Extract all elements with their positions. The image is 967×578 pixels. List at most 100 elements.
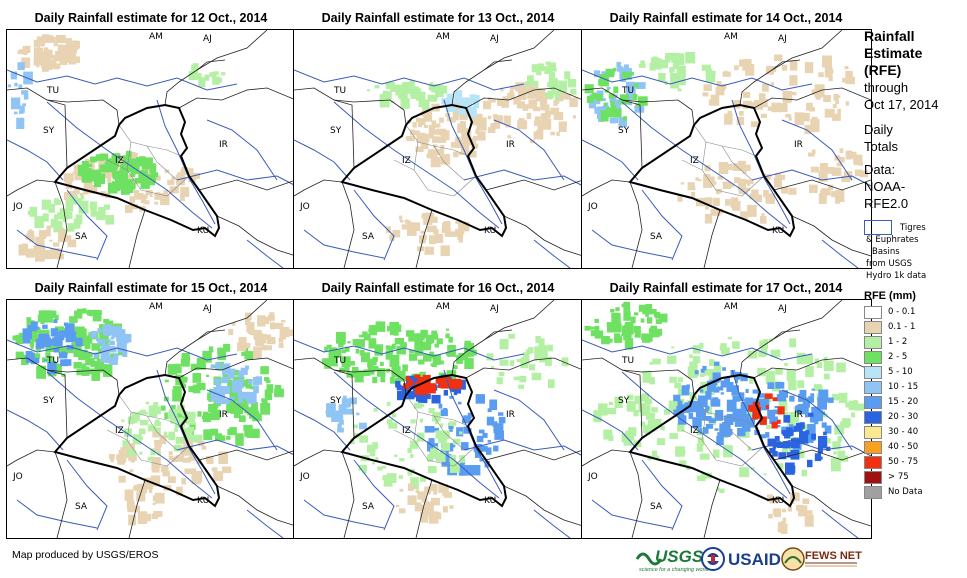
country-label-sa: SA <box>362 502 375 512</box>
country-label-iz: IZ <box>115 156 124 166</box>
country-label-jo: JO <box>588 472 598 482</box>
basin-line-3: Basins <box>872 247 900 257</box>
basin-line-5: Hydro 1k data <box>866 271 927 281</box>
legend-label: 0.1 - 1 <box>888 322 916 332</box>
rainfall-map: AM AJ TU SY IZ IR JO SA KU <box>581 299 872 539</box>
panel-title: Daily Rainfall estimate for 12 Oct., 201… <box>34 11 268 25</box>
country-label-sa: SA <box>650 502 663 512</box>
sidebar-title-1: Rainfall <box>864 28 915 44</box>
rainfall-map: AM AJ TU SY IZ IR JO SA KU <box>293 299 584 539</box>
country-label-tu: TU <box>622 86 635 96</box>
sidebar-data-label: Data: <box>864 162 896 177</box>
sidebar-data-src1: NOAA- <box>864 179 906 194</box>
legend-swatch <box>864 321 882 334</box>
country-label-sa: SA <box>75 232 88 242</box>
legend-item: 20 - 30 <box>864 410 964 425</box>
legend-label: 40 - 50 <box>888 442 919 452</box>
sidebar-data-src2: RFE2.0 <box>864 196 909 211</box>
usaid-text: USAID <box>728 550 781 569</box>
rainfall-map: AM AJ TU SY IZ IR JO SA KU <box>6 299 297 539</box>
country-label-iz: IZ <box>402 426 411 436</box>
legend-swatch <box>864 411 882 424</box>
country-label-ir: IR <box>506 410 515 420</box>
country-label-sy: SY <box>618 396 630 406</box>
legend-label: 10 - 15 <box>888 382 919 392</box>
country-label-ku: KU <box>772 226 785 236</box>
logo-strip: USGS science for a changing world USAID … <box>635 545 965 573</box>
country-label-jo: JO <box>300 202 310 212</box>
country-label-aj: AJ <box>778 34 787 44</box>
country-label-ir: IR <box>794 140 803 150</box>
country-label-sa: SA <box>650 232 663 242</box>
legend-swatch <box>864 306 882 319</box>
legend-swatch <box>864 426 882 439</box>
country-label-am: AM <box>149 302 163 312</box>
panel-title: Daily Rainfall estimate for 17 Oct., 201… <box>609 281 843 295</box>
country-label-iz: IZ <box>402 156 411 166</box>
rainfall-map: AM AJ TU SY IZ IR JO SA KU <box>293 29 584 269</box>
usaid-seal-icon <box>701 547 725 571</box>
legend-label: 0 - 0.1 <box>888 307 916 317</box>
country-label-ku: KU <box>197 226 210 236</box>
legend-item: 1 - 2 <box>864 335 964 350</box>
country-label-aj: AJ <box>203 304 212 314</box>
legend-item: 40 - 50 <box>864 440 964 455</box>
country-label-sy: SY <box>618 126 630 136</box>
country-label-tu: TU <box>47 86 60 96</box>
map-panel-17-oct: Daily Rainfall estimate for 17 Oct., 201… <box>581 278 872 539</box>
legend-item: 0.1 - 1 <box>864 320 964 335</box>
map-panel-15-oct: Daily Rainfall estimate for 15 Oct., 201… <box>6 278 297 539</box>
legend-sidebar: Rainfall Estimate (RFE) through Oct 17, … <box>864 28 964 500</box>
legend-label: 30 - 40 <box>888 427 919 437</box>
legend-label: 1 - 2 <box>888 337 908 347</box>
map-panel-12-oct: Daily Rainfall estimate for 12 Oct., 201… <box>6 8 297 269</box>
country-label-jo: JO <box>588 202 598 212</box>
country-label-tu: TU <box>47 356 60 366</box>
map-panel-14-oct: Daily Rainfall estimate for 14 Oct., 201… <box>581 8 872 269</box>
country-label-aj: AJ <box>490 304 499 314</box>
legend-item: No Data <box>864 485 964 500</box>
country-label-ku: KU <box>484 496 497 506</box>
map-panel-13-oct: Daily Rainfall estimate for 13 Oct., 201… <box>293 8 584 269</box>
country-label-jo: JO <box>13 202 23 212</box>
legend-swatch <box>864 366 882 379</box>
country-label-aj: AJ <box>203 34 212 44</box>
country-label-am: AM <box>724 32 738 42</box>
country-label-iz: IZ <box>690 156 699 166</box>
legend-item: 50 - 75 <box>864 455 964 470</box>
legend-label: 20 - 30 <box>888 412 919 422</box>
legend-item: 5 - 10 <box>864 365 964 380</box>
sidebar-title-3: (RFE) <box>864 62 902 78</box>
country-label-sa: SA <box>75 502 88 512</box>
country-label-ir: IR <box>794 410 803 420</box>
footer-credit: Map produced by USGS/EROS <box>12 549 159 561</box>
country-label-jo: JO <box>13 472 23 482</box>
sidebar-date: Oct 17, 2014 <box>864 97 939 112</box>
legend-swatch <box>864 336 882 349</box>
usgs-logo: USGS science for a changing world <box>635 547 710 573</box>
map-panel-16-oct: Daily Rainfall estimate for 16 Oct., 201… <box>293 278 584 539</box>
country-label-tu: TU <box>334 356 347 366</box>
country-label-tu: TU <box>334 86 347 96</box>
country-label-ku: KU <box>772 496 785 506</box>
legend-item: > 75 <box>864 470 964 485</box>
basin-line-2: & Euphrates <box>866 235 919 245</box>
country-label-sy: SY <box>330 396 342 406</box>
country-label-aj: AJ <box>490 34 499 44</box>
legend-label: No Data <box>888 487 923 497</box>
basin-outline-swatch <box>864 220 892 235</box>
basin-legend: Tigres & Euphrates Basins from USGS Hydr… <box>864 220 964 286</box>
country-label-sa: SA <box>362 232 375 242</box>
sidebar-daily: Daily <box>864 122 893 137</box>
sidebar-through: through <box>864 80 909 95</box>
fews-text: FEWS NET <box>805 550 862 562</box>
sidebar-title-2: Estimate <box>864 45 923 61</box>
legend-item: 10 - 15 <box>864 380 964 395</box>
legend-swatch <box>864 351 882 364</box>
legend-item: 0 - 0.1 <box>864 305 964 320</box>
rfe-legend: 0 - 0.1 0.1 - 1 1 - 2 2 - 5 5 - 10 10 - 15 15 … <box>864 305 964 500</box>
country-label-iz: IZ <box>115 426 124 436</box>
country-label-am: AM <box>436 32 450 42</box>
legend-swatch <box>864 456 882 469</box>
panel-title: Daily Rainfall estimate for 15 Oct., 201… <box>34 281 268 295</box>
